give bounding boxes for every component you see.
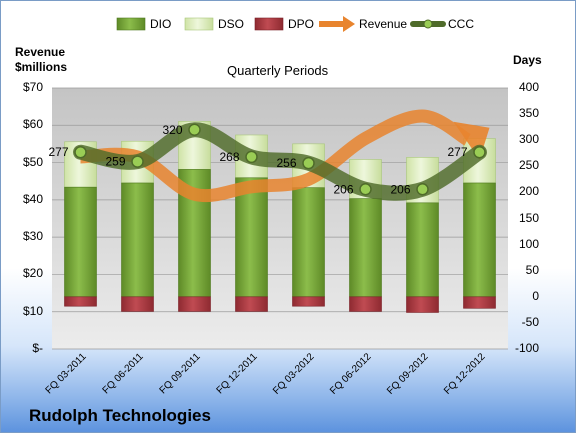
bar-series: [64, 121, 496, 313]
legend-label-dpo: DPO: [288, 17, 314, 31]
ccc-point: [359, 183, 372, 196]
y-right-tick-label: 200: [518, 184, 539, 199]
dio-bar: [463, 182, 496, 298]
dpo-bar: [292, 296, 325, 307]
y-left-tick-label: $-: [32, 341, 43, 355]
legend-swatch-dpo: [254, 17, 284, 31]
y-right-tick-label: 150: [518, 210, 539, 225]
legend-label-revenue: Revenue: [359, 17, 407, 31]
x-tick-label: FQ 03-2012: [271, 351, 317, 397]
ccc-data-label: 256: [276, 156, 296, 170]
dpo-bar: [235, 296, 268, 312]
dio-bar: [349, 198, 382, 298]
dio-bar: [235, 177, 268, 298]
ccc-data-label: 206: [390, 182, 410, 196]
legend-label-dio: DIO: [150, 17, 171, 31]
dpo-bar: [463, 296, 496, 309]
y-left-tick-label: $50: [22, 154, 43, 169]
legend-swatch-dso: [184, 17, 214, 31]
x-tick-label: FQ 12-2012: [442, 351, 488, 397]
y-right-tick-label: 400: [518, 80, 539, 94]
dio-bar: [406, 202, 439, 298]
y-left-tick-label: $60: [22, 117, 43, 132]
y-left-axis-title: Revenue $millions: [15, 45, 68, 74]
ccc-series: 277 259 320 268 256 206 206 277: [48, 122, 487, 201]
y-right-tick-label: 0: [532, 288, 539, 303]
y-right-tick-label: 350: [518, 106, 539, 121]
ccc-data-label: 259: [105, 155, 125, 169]
x-axis-labels: FQ 03-2011 FQ 06-2011 FQ 09-2011 FQ 12-2011…: [44, 351, 488, 397]
ccc-point: [74, 145, 87, 159]
ccc-point: [302, 156, 315, 170]
y-right-tick-label: -50: [521, 314, 539, 329]
y-left-tick-label: $40: [22, 191, 43, 206]
dpo-bar: [121, 296, 154, 312]
x-tick-label: FQ 09-2012: [385, 351, 431, 397]
x-tick-label: FQ 09-2011: [158, 351, 203, 396]
y-right-tick-label: 300: [518, 132, 539, 147]
legend-label-ccc: CCC: [448, 17, 474, 31]
legend-label-dso: DSO: [218, 17, 244, 31]
dpo-bar: [406, 296, 439, 313]
x-tick-label: FQ 12-2011: [215, 351, 260, 396]
dio-bar: [64, 186, 97, 298]
y-right-tick-label: 250: [518, 158, 539, 173]
dpo-bar: [178, 296, 211, 312]
legend-swatch-revenue-arrow: [343, 16, 355, 32]
ccc-data-label: 320: [162, 123, 182, 137]
y-left-tick-label: $70: [22, 80, 43, 94]
ccc-data-label: 277: [447, 145, 467, 159]
x-tick-label: FQ 03-2011: [44, 351, 89, 396]
dio-bar: [292, 187, 325, 298]
ccc-data-label: 206: [333, 182, 353, 196]
legend-swatch-ccc-point: [423, 19, 433, 29]
y-left-tick-label: $30: [22, 229, 43, 244]
y-right-tick-label: 100: [518, 236, 539, 251]
dio-bar: [121, 182, 154, 298]
chart-title: Rudolph Technologies: [29, 406, 211, 425]
ccc-data-label: 277: [48, 145, 68, 159]
chart-subtitle: Quarterly Periods: [227, 63, 329, 78]
ccc-point: [416, 183, 429, 196]
y-right-tick-label: -100: [514, 341, 539, 355]
ccc-point: [131, 155, 144, 168]
y-left-tick-label: $10: [22, 303, 43, 318]
x-tick-label: FQ 06-2011: [101, 351, 146, 396]
dpo-bar: [64, 296, 97, 307]
ccc-point: [473, 145, 486, 159]
dpo-bar: [349, 296, 382, 312]
legend-swatch-dio: [116, 17, 146, 31]
ccc-data-label: 268: [219, 150, 239, 164]
ccc-point: [245, 150, 258, 164]
y-right-tick-label: 50: [525, 262, 539, 277]
y-left-tick-label: $20: [22, 266, 43, 281]
y-right-axis-title: Days: [513, 53, 542, 67]
x-tick-label: FQ 06-2012: [328, 351, 374, 397]
ccc-point: [188, 123, 201, 137]
legend: DIO DSO DPO Revenue CCC: [116, 16, 474, 32]
